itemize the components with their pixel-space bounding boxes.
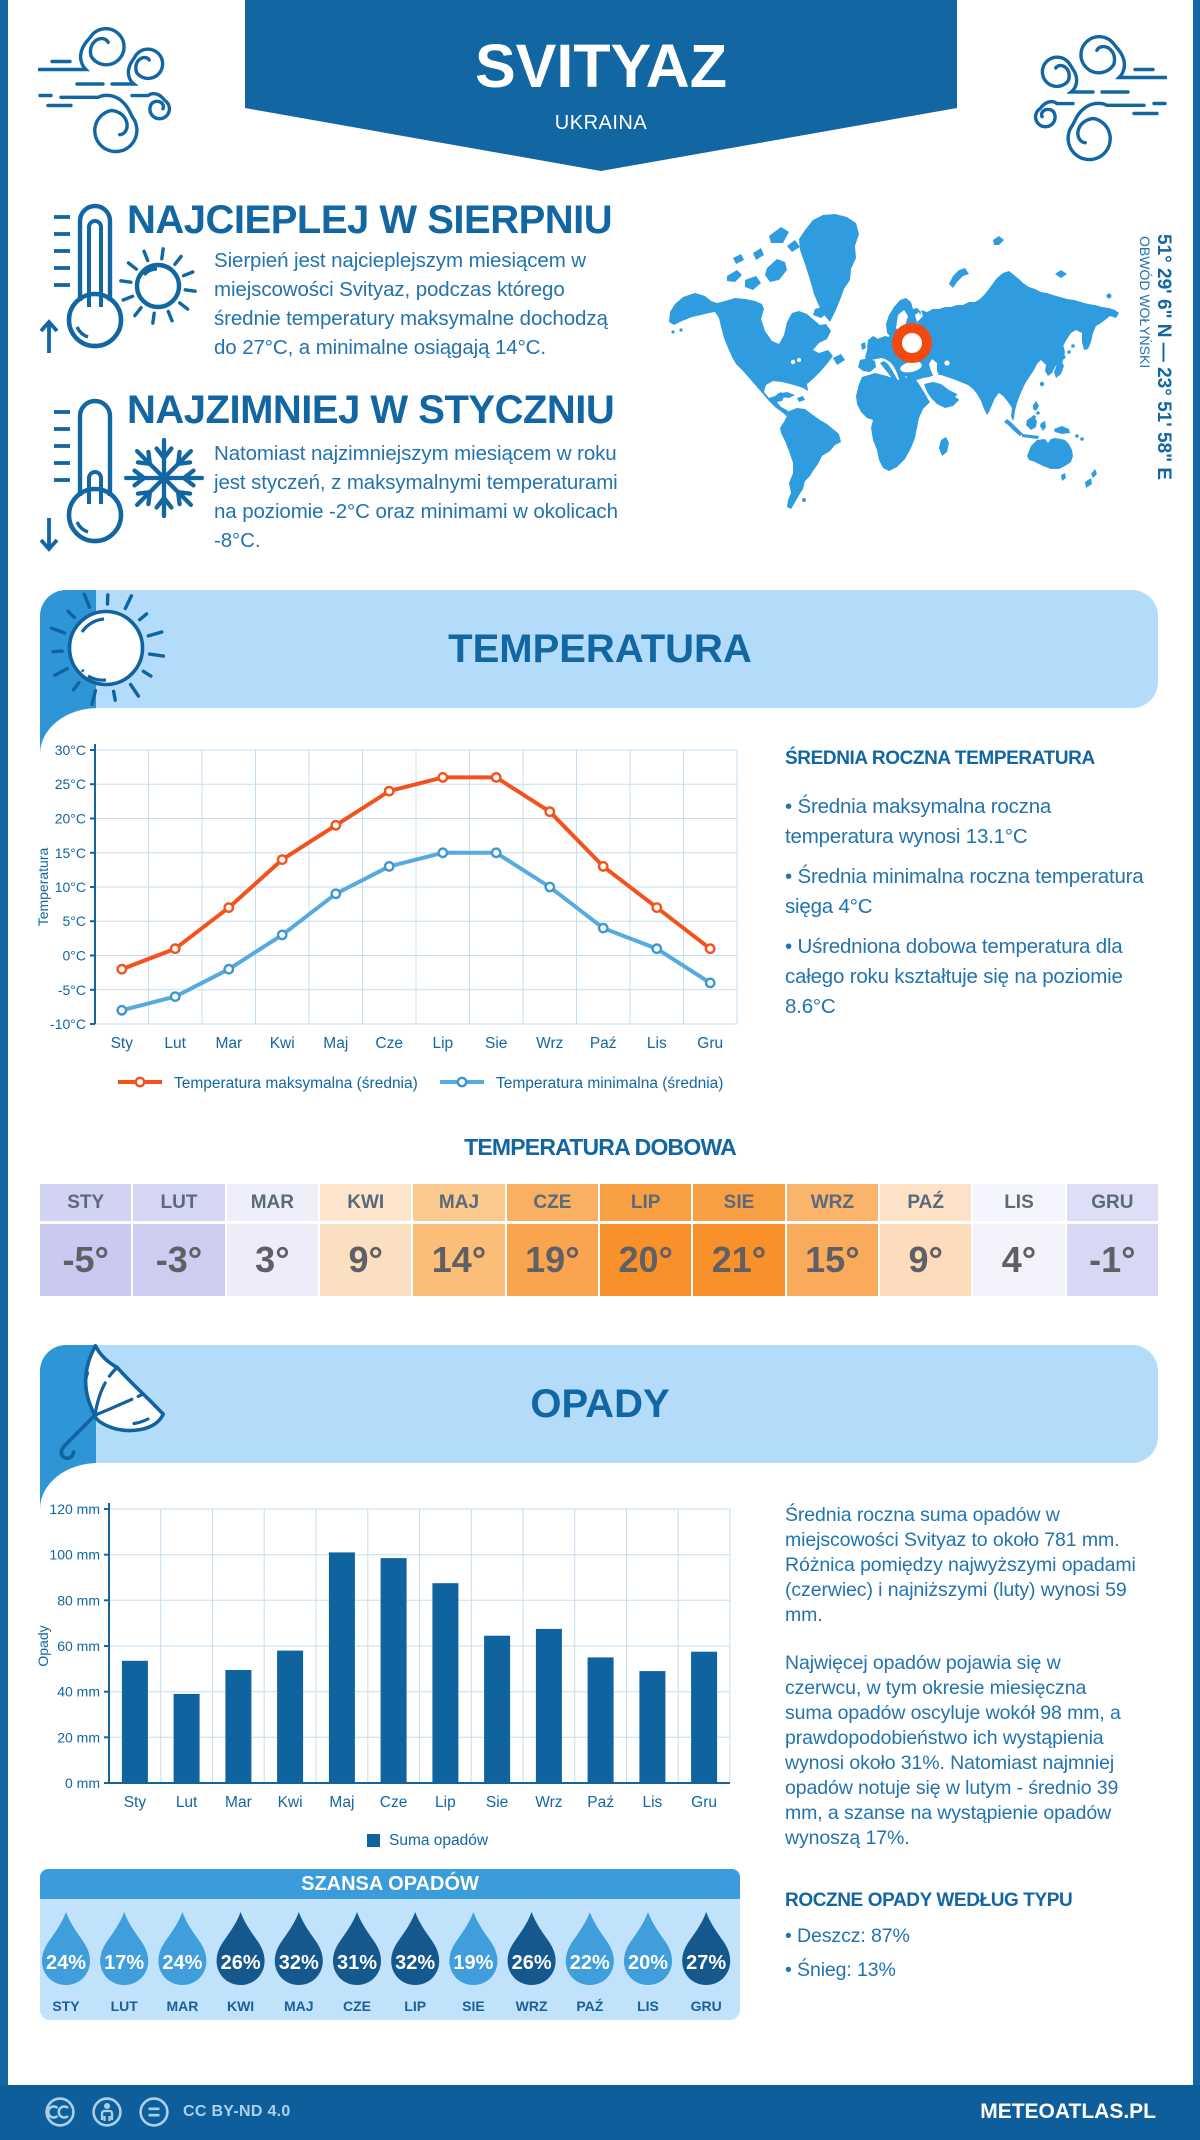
svg-text:Wrz: Wrz xyxy=(535,1794,562,1811)
svg-text:Lip: Lip xyxy=(432,1035,453,1052)
svg-text:LIP: LIP xyxy=(404,1998,426,2014)
svg-text:80 mm: 80 mm xyxy=(57,1592,100,1608)
svg-text:Paź: Paź xyxy=(587,1794,614,1811)
svg-text:CZE: CZE xyxy=(343,1998,371,2014)
svg-text:24%: 24% xyxy=(46,1952,86,1974)
svg-text:LIS: LIS xyxy=(637,1998,659,2014)
svg-text:Lis: Lis xyxy=(642,1794,662,1811)
svg-text:STY: STY xyxy=(52,1998,80,2014)
svg-text:PAŹ: PAŹ xyxy=(576,1998,603,2014)
svg-text:Cze: Cze xyxy=(380,1794,408,1811)
svg-text:19%: 19% xyxy=(453,1952,493,1974)
svg-text:20 mm: 20 mm xyxy=(57,1729,100,1745)
svg-text:Lut: Lut xyxy=(164,1035,186,1052)
svg-text:5°C: 5°C xyxy=(63,913,87,929)
svg-text:Sie: Sie xyxy=(485,1035,507,1052)
svg-text:KWI: KWI xyxy=(227,1998,254,2014)
svg-text:Maj: Maj xyxy=(329,1794,354,1811)
svg-text:Temperatura minimalna (średnia: Temperatura minimalna (średnia) xyxy=(496,1075,723,1092)
svg-text:26%: 26% xyxy=(512,1952,552,1974)
svg-text:Maj: Maj xyxy=(323,1035,348,1052)
svg-text:20%: 20% xyxy=(628,1952,668,1974)
svg-text:24%: 24% xyxy=(162,1952,202,1974)
svg-text:MAR: MAR xyxy=(166,1998,198,2014)
svg-text:Mar: Mar xyxy=(225,1794,252,1811)
svg-text:Mar: Mar xyxy=(215,1035,242,1052)
svg-text:40 mm: 40 mm xyxy=(57,1684,100,1700)
svg-text:-10°C: -10°C xyxy=(50,1016,86,1032)
svg-text:20°C: 20°C xyxy=(55,811,86,827)
svg-text:Paź: Paź xyxy=(590,1035,617,1052)
svg-text:Lis: Lis xyxy=(647,1035,667,1052)
svg-text:MAJ: MAJ xyxy=(284,1998,314,2014)
svg-text:30°C: 30°C xyxy=(55,742,86,758)
svg-text:Suma opadów: Suma opadów xyxy=(389,1832,489,1849)
svg-text:Wrz: Wrz xyxy=(536,1035,563,1052)
svg-text:31%: 31% xyxy=(337,1952,377,1974)
svg-text:WRZ: WRZ xyxy=(516,1998,548,2014)
svg-text:Temperatura: Temperatura xyxy=(35,847,51,926)
svg-text:100 mm: 100 mm xyxy=(49,1547,100,1563)
svg-text:Kwi: Kwi xyxy=(278,1794,303,1811)
svg-text:17%: 17% xyxy=(104,1952,144,1974)
svg-text:22%: 22% xyxy=(570,1952,610,1974)
svg-text:Gru: Gru xyxy=(691,1794,717,1811)
svg-text:Cze: Cze xyxy=(375,1035,403,1052)
svg-text:Kwi: Kwi xyxy=(270,1035,295,1052)
svg-text:0°C: 0°C xyxy=(63,948,87,964)
svg-text:Sty: Sty xyxy=(124,1794,147,1811)
svg-text:27%: 27% xyxy=(686,1952,726,1974)
svg-text:Gru: Gru xyxy=(697,1035,723,1052)
svg-text:15°C: 15°C xyxy=(55,845,86,861)
svg-text:10°C: 10°C xyxy=(55,879,86,895)
svg-text:Sie: Sie xyxy=(486,1794,508,1811)
svg-text:32%: 32% xyxy=(395,1952,435,1974)
svg-text:Lut: Lut xyxy=(176,1794,198,1811)
svg-text:25°C: 25°C xyxy=(55,776,86,792)
svg-text:0 mm: 0 mm xyxy=(65,1775,100,1791)
svg-text:Opady: Opady xyxy=(35,1625,51,1666)
svg-text:60 mm: 60 mm xyxy=(57,1638,100,1654)
svg-text:Sty: Sty xyxy=(111,1035,134,1052)
svg-text:Lip: Lip xyxy=(435,1794,456,1811)
svg-text:26%: 26% xyxy=(221,1952,261,1974)
svg-text:SIE: SIE xyxy=(462,1998,485,2014)
svg-text:GRU: GRU xyxy=(691,1998,722,2014)
svg-text:32%: 32% xyxy=(279,1952,319,1974)
svg-text:Temperatura maksymalna (średni: Temperatura maksymalna (średnia) xyxy=(174,1075,418,1092)
svg-text:LUT: LUT xyxy=(111,1998,139,2014)
svg-text:-5°C: -5°C xyxy=(58,982,86,998)
svg-text:120 mm: 120 mm xyxy=(49,1501,100,1517)
